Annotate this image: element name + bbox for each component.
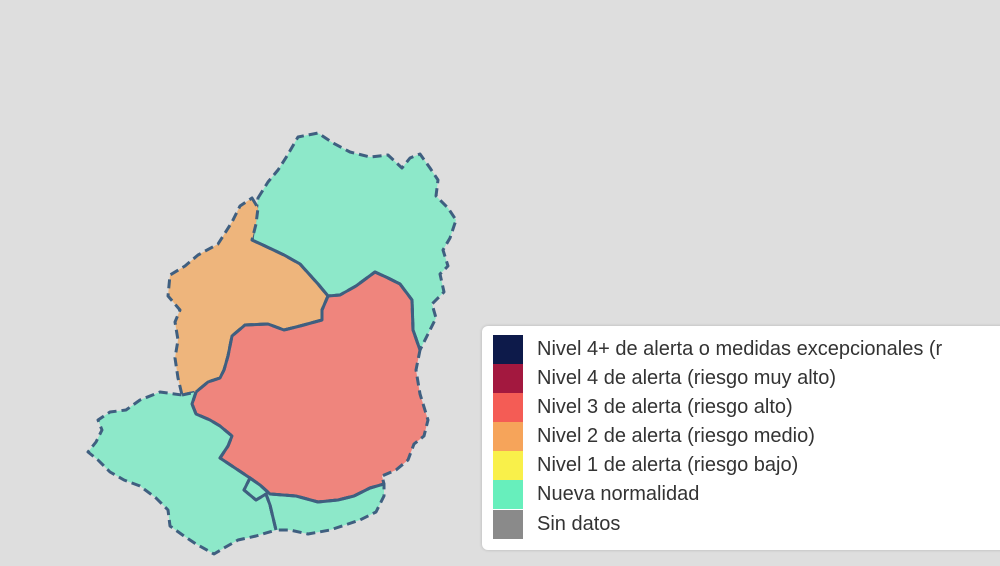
legend-item-level-4[interactable]: Nivel 4 de alerta (riesgo muy alto) (493, 364, 836, 393)
legend-label: Nivel 2 de alerta (riesgo medio) (537, 425, 815, 447)
inner-border-southwest-south (242, 477, 278, 531)
legend-label: Nivel 1 de alerta (riesgo bajo) (537, 454, 799, 476)
inner-border-north-west (251, 238, 330, 297)
inner-border-west-center (195, 295, 330, 394)
inner-border-center-south (249, 476, 385, 504)
map-legend: Nivel 4+ de alerta o medidas excepcional… (482, 326, 1000, 550)
legend-swatch (493, 480, 523, 509)
legend-swatch (493, 393, 523, 422)
legend-item-level-2[interactable]: Nivel 2 de alerta (riesgo medio) (493, 422, 815, 451)
legend-label: Nueva normalidad (537, 483, 700, 505)
legend-item-level-1[interactable]: Nivel 1 de alerta (riesgo bajo) (493, 451, 798, 480)
legend-swatch (493, 364, 523, 393)
inner-border-north-center (327, 270, 422, 351)
inner-border-center-southwest (190, 391, 251, 480)
legend-item-sin-datos[interactable]: Sin datos (493, 510, 620, 539)
legend-label: Sin datos (537, 513, 621, 535)
legend-swatch (493, 510, 523, 539)
legend-label: Nivel 4 de alerta (riesgo muy alto) (537, 367, 837, 389)
legend-label: Nivel 3 de alerta (riesgo alto) (537, 396, 793, 418)
legend-item-level-4-plus[interactable]: Nivel 4+ de alerta o medidas excepcional… (493, 335, 942, 364)
legend-swatch (493, 335, 523, 364)
legend-swatch (493, 451, 523, 480)
legend-label: Nivel 4+ de alerta o medidas excepcional… (537, 338, 943, 360)
legend-item-level-3[interactable]: Nivel 3 de alerta (riesgo alto) (493, 393, 793, 422)
legend-swatch (493, 422, 523, 451)
region-southwest[interactable] (86, 390, 278, 556)
legend-item-nueva-normalidad[interactable]: Nueva normalidad (493, 480, 699, 509)
